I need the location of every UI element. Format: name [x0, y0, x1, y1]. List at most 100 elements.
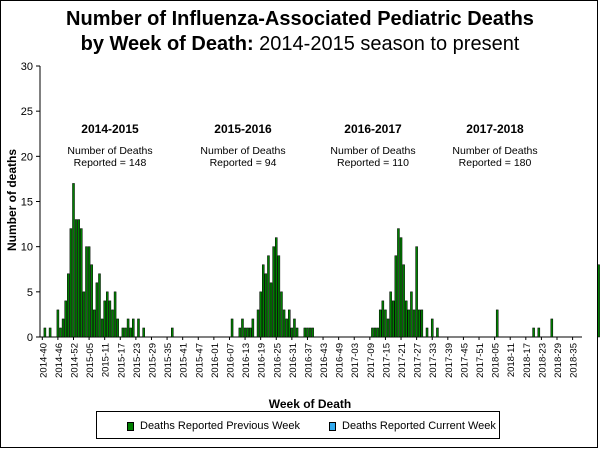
x-tick-label: 2018-35 — [569, 343, 580, 378]
season-annotation-line2: Reported = 94 — [210, 157, 277, 169]
x-tick-label: 2017-09 — [366, 343, 377, 378]
y-tick-label: 20 — [21, 151, 33, 163]
bar — [376, 327, 379, 338]
chart-title-normal: 2014-2015 season to present — [259, 33, 520, 55]
legend-item-previous-week: Deaths Reported Previous Week — [127, 420, 300, 432]
bar — [389, 291, 392, 338]
bar — [43, 327, 47, 338]
legend-swatch-previous-icon — [127, 421, 134, 431]
bar — [121, 327, 125, 338]
bar — [404, 300, 408, 338]
bar — [391, 300, 395, 338]
bar — [59, 327, 62, 338]
bar — [77, 219, 80, 338]
bar — [108, 300, 112, 338]
chart-title-line1: Number of Influenza-Associated Pediatric… — [66, 8, 534, 30]
x-tick-label: 2016-01 — [210, 343, 221, 378]
bar — [277, 255, 281, 338]
bar — [261, 264, 265, 338]
x-tick-label: 2016-19 — [257, 343, 268, 378]
season-annotation-line2: Reported = 180 — [459, 157, 532, 169]
bar — [274, 237, 278, 338]
y-tick-label: 10 — [21, 242, 33, 254]
bar — [311, 327, 314, 338]
x-tick-label: 2014-52 — [69, 343, 80, 378]
bar — [430, 318, 434, 338]
bar — [436, 327, 439, 338]
bar — [93, 309, 96, 338]
season-label: 2017-2018 — [466, 122, 524, 136]
x-tick-label: 2017-27 — [413, 343, 424, 378]
y-tick-label: 0 — [27, 332, 33, 344]
legend-label-previous: Deaths Reported Previous Week — [140, 420, 300, 432]
bar — [248, 327, 252, 338]
bar — [171, 327, 174, 338]
bar — [137, 318, 140, 338]
x-tick-label: 2017-03 — [350, 343, 361, 378]
x-tick-label: 2016-07 — [225, 343, 236, 378]
season-annotation-line2: Reported = 110 — [337, 157, 409, 169]
bar — [415, 246, 418, 338]
season-annotation-line1: Number of Deaths — [330, 145, 415, 157]
bar — [269, 282, 273, 338]
x-tick-label: 2014-46 — [54, 343, 65, 378]
bar — [98, 273, 101, 338]
bar — [82, 291, 86, 338]
bar — [264, 273, 268, 338]
bar — [532, 327, 535, 338]
bar — [61, 318, 65, 338]
x-tick-label: 2017-51 — [475, 343, 486, 378]
bar — [116, 318, 119, 338]
bar — [72, 183, 75, 338]
bar — [238, 327, 242, 338]
bar — [259, 291, 262, 338]
chart-title-bold: by Week of Death: — [80, 33, 254, 55]
bar — [126, 318, 130, 338]
bar — [293, 318, 296, 338]
bar — [410, 291, 413, 338]
bar — [246, 327, 249, 338]
x-tick-label: 2015-29 — [147, 343, 158, 378]
bar — [67, 273, 70, 338]
bar — [280, 291, 283, 338]
bar — [495, 309, 499, 338]
x-tick-label: 2017-15 — [381, 343, 392, 378]
x-tick-label: 2016-37 — [303, 343, 314, 378]
bar — [142, 327, 145, 338]
bar — [87, 246, 91, 338]
bar — [394, 255, 398, 338]
x-tick-label: 2016-49 — [335, 343, 346, 378]
bar — [287, 309, 291, 338]
bar — [285, 318, 288, 338]
season-annotation-line1: Number of Deaths — [67, 145, 152, 157]
x-tick-label: 2015-41 — [179, 343, 190, 378]
x-tick-label: 2018-17 — [522, 343, 533, 378]
x-tick-label: 2015-47 — [194, 343, 205, 378]
bar — [373, 327, 377, 338]
x-tick-label: 2016-13 — [241, 343, 252, 378]
season-label: 2015-2016 — [214, 122, 272, 136]
bar — [132, 318, 135, 338]
season-label: 2016-2017 — [344, 122, 402, 136]
bar — [550, 318, 554, 338]
legend: Deaths Reported Previous Week Deaths Rep… — [96, 411, 500, 439]
bar — [378, 309, 382, 338]
chart-title-line2: by Week of Death: 2014-2015 season to pr… — [0, 33, 600, 56]
bar — [90, 264, 93, 338]
bar — [69, 228, 73, 338]
bar — [308, 327, 312, 338]
bar — [417, 309, 421, 338]
y-tick-label: 15 — [21, 197, 33, 209]
x-tick-label: 2015-23 — [132, 343, 143, 378]
x-tick-label: 2016-31 — [288, 343, 299, 378]
bar — [381, 300, 385, 338]
season-annotation-line2: Reported = 148 — [74, 157, 147, 169]
bar — [399, 237, 403, 338]
bar — [295, 327, 299, 338]
bar — [256, 309, 260, 338]
bar — [56, 309, 60, 338]
y-tick-label: 30 — [21, 61, 33, 73]
bar — [397, 228, 400, 338]
season-annotation-line1: Number of Deaths — [452, 145, 537, 157]
legend-swatch-current-icon — [329, 421, 336, 431]
